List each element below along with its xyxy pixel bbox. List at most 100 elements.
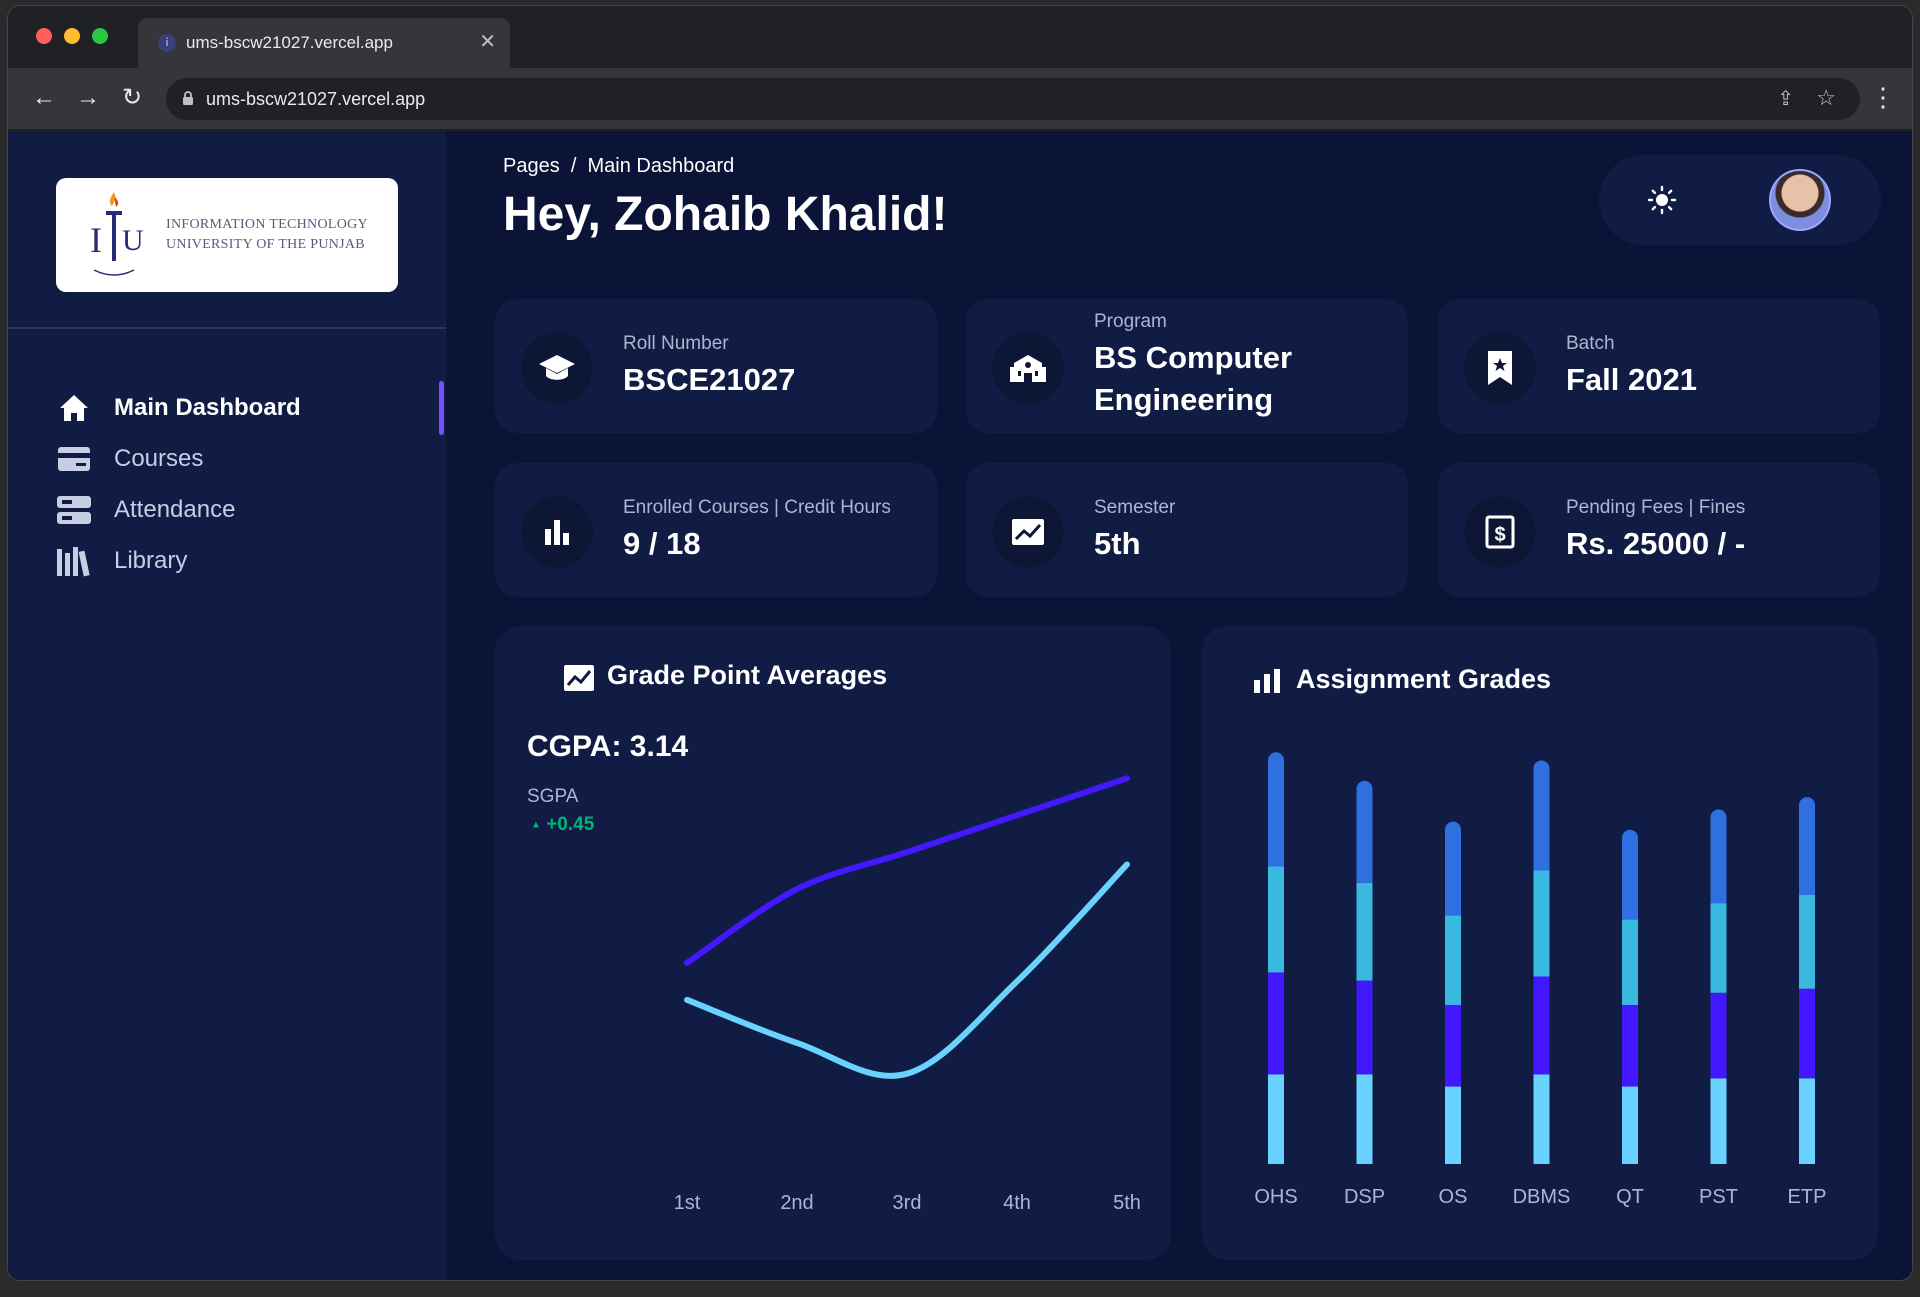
svg-text:I: I [90,220,102,260]
x-tick-label: 1st [674,1192,701,1214]
dollar-icon: $ [1464,496,1536,568]
stat-label: Batch [1566,333,1615,354]
forward-arrow-icon[interactable]: → [76,84,100,111]
app-root: I U INFORMATION TECHNOLOGY UNIVERSITY OF… [8,131,1912,1280]
storage-icon [56,494,92,526]
x-tick-label: OHS [1254,1186,1297,1208]
logo-line-1: INFORMATION TECHNOLOGY [166,217,368,232]
stat-label: Roll Number [623,333,729,354]
bar-segment [1268,972,1284,1075]
stat-card-batch: Batch Fall 2021 [1438,299,1880,433]
trending-icon [564,665,594,691]
bar-segment [1622,1086,1638,1164]
bar-segment [1445,821,1461,916]
url-text: ums-bscw21027.vercel.app [206,89,426,109]
bar-segment [1533,870,1550,977]
x-tick-label: DBMS [1513,1186,1571,1208]
bar-segment [1533,760,1550,871]
close-window-button[interactable] [36,28,52,44]
stat-value: BS Computer Engineering [1094,340,1293,417]
sidebar-divider [8,327,446,329]
bar-segment [1622,829,1638,920]
itu-emblem-icon: I U [90,192,144,276]
maximize-window-button[interactable] [92,28,108,44]
bar-segment [1799,988,1815,1079]
bar-segment [1268,752,1284,867]
up-triangle-icon: ▲ [531,819,541,831]
bar-segment [1799,797,1815,895]
series-line-2 [684,861,1130,1079]
breadcrumb[interactable]: Pages / Main Dashboard [503,155,735,177]
x-tick-label: OS [1439,1186,1468,1208]
close-tab-icon[interactable]: ✕ [479,31,496,53]
stat-card-semester: Semester 5th [966,463,1408,597]
stat-label: Semester [1094,497,1176,518]
bar-segment [1622,919,1638,1006]
stat-value: BSCE21027 [623,362,796,397]
gpa-chart-card: Grade Point Averages CGPA: 3.14 SGPA ▲ +… [495,626,1171,1260]
gpa-line-chart: 1st 2nd 3rd 4th 5th [674,775,1141,1214]
sgpa-label: SGPA [527,786,579,807]
svg-text:U: U [122,224,144,257]
favicon-icon: ⅰ [158,34,176,52]
bar-segment [1533,1074,1550,1164]
x-tick-label: PST [1699,1186,1738,1208]
minimize-window-button[interactable] [64,28,80,44]
bar-segment [1356,780,1373,883]
stat-card-roll-number: Roll Number BSCE21027 [495,299,937,433]
stat-card-program: Program BS Computer Engineering [966,299,1408,433]
stat-value: 9 / 18 [623,526,701,561]
bar-segment [1445,915,1461,1006]
browser-tab[interactable]: ⅰ ums-bscw21027.vercel.app ✕ [138,18,510,68]
series-line-1 [684,775,1130,966]
reload-icon[interactable]: ↻ [121,84,143,111]
main-content: Pages / Main Dashboard Hey, Zohaib Khali… [446,131,1912,1280]
sidebar-item-courses[interactable]: Courses [56,439,436,479]
credit-card-icon [56,443,92,475]
bar-segment [1268,866,1284,973]
x-tick-label: QT [1616,1186,1644,1208]
browser-toolbar: ← → ↻ ums-bscw21027.vercel.app ⇪ ☆ ⋮ [8,68,1912,130]
sgpa-delta-value: +0.45 [546,814,595,835]
browser-menu-icon[interactable]: ⋮ [1870,82,1896,112]
x-tick-label: 2nd [780,1192,813,1214]
bookmark-star-icon[interactable]: ☆ [1816,85,1836,110]
bar-segment [1356,980,1373,1075]
active-indicator [439,381,444,435]
bar-segment [1356,882,1373,981]
bar-segment [1799,1078,1815,1164]
bar-segment [1445,1086,1461,1164]
theme-toggle-icon[interactable] [1647,185,1677,215]
bar-segment [1445,1005,1461,1087]
bar-segment [1622,1005,1638,1087]
sidebar-item-main-dashboard[interactable]: Main Dashboard [56,388,436,428]
assignment-chart-card: Assignment Grades OHS DSP OS DBMS QT PST ETP [1202,626,1878,1260]
back-arrow-icon[interactable]: ← [32,84,56,111]
address-bar[interactable]: ums-bscw21027.vercel.app ⇪ ☆ [166,78,1860,120]
university-logo[interactable]: I U INFORMATION TECHNOLOGY UNIVERSITY OF… [56,178,398,292]
stat-label: Program [1094,311,1167,332]
assignment-bar-chart: OHS DSP OS DBMS QT PST ETP [1254,752,1827,1208]
bar-segment [1268,1074,1284,1164]
bar-segment [1533,976,1550,1075]
tab-bar: ⅰ ums-bscw21027.vercel.app ✕ [8,6,1912,68]
sidebar-item-attendance[interactable]: Attendance [56,490,436,530]
x-tick-label: 3rd [893,1192,922,1214]
bar-chart-icon [521,496,593,568]
lock-icon [183,91,193,105]
assignment-card-title: Assignment Grades [1296,664,1552,694]
x-tick-label: ETP [1788,1186,1827,1208]
bookmark-icon [1464,332,1536,404]
bar-segment [1710,992,1727,1079]
bar-chart-icon [1254,669,1280,693]
stat-card-enrolled-courses: Enrolled Courses | Credit Hours 9 / 18 [495,463,937,597]
share-icon[interactable]: ⇪ [1777,88,1794,110]
avatar[interactable] [1769,169,1831,231]
logo-line-2: UNIVERSITY OF THE PUNJAB [166,237,365,252]
bar-segment [1356,1074,1373,1164]
sidebar-item-library[interactable]: Library [56,541,436,581]
sidebar-item-label: Attendance [114,496,236,523]
trending-icon [992,496,1064,568]
header-controls [1599,155,1881,245]
home-icon [56,392,92,424]
